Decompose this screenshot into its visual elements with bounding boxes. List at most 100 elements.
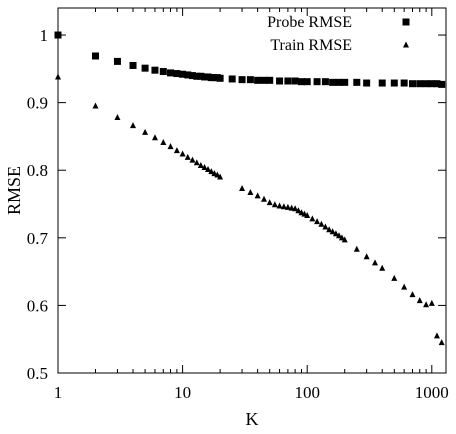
probe-rmse-point	[321, 78, 329, 86]
train-rmse-point	[318, 220, 325, 227]
train-rmse-point	[284, 203, 291, 210]
probe-rmse-point	[422, 80, 430, 88]
train-rmse-point	[438, 339, 445, 346]
train-rmse-point	[260, 195, 267, 202]
train-rmse-point	[114, 114, 121, 120]
train-rmse-point	[401, 283, 408, 290]
train-rmse-point	[363, 253, 370, 260]
x-tick-label: 10	[174, 383, 191, 402]
y-tick-label: 0.5	[27, 364, 48, 383]
train-rmse-point	[197, 161, 204, 168]
probe-rmse-point	[159, 68, 167, 76]
probe-rmse-point	[129, 61, 137, 69]
probe-rmse-point	[238, 76, 246, 84]
train-rmse-point	[92, 102, 99, 109]
probe-rmse-point	[113, 57, 121, 65]
y-tick-label: 0.8	[27, 161, 48, 180]
probe-rmse-point	[341, 78, 349, 86]
probe-rmse-point	[173, 70, 181, 78]
train-rmse-point	[247, 189, 254, 196]
probe-rmse-point	[291, 77, 299, 85]
train-rmse-point	[201, 164, 208, 171]
train-rmse-point	[160, 139, 167, 146]
probe-rmse-point	[284, 77, 292, 85]
train-rmse-point	[416, 297, 423, 304]
train-rmse-point	[151, 134, 158, 141]
y-tick-label: 0.9	[27, 94, 48, 113]
train-rmse-point	[167, 143, 174, 150]
train-rmse-point	[326, 226, 333, 233]
probe-rmse-point	[266, 76, 274, 84]
train-rmse-point	[205, 166, 212, 173]
probe-rmse-point	[400, 79, 408, 87]
probe-rmse-point	[228, 75, 236, 83]
train-rmse-point	[329, 228, 336, 235]
train-rmse-point	[292, 205, 299, 212]
train-rmse-point	[304, 212, 311, 219]
probe-rmse-point	[409, 80, 417, 88]
train-rmse-point	[208, 168, 215, 175]
train-rmse-point	[214, 171, 221, 178]
train-rmse-point	[428, 299, 435, 306]
train-rmse-point	[338, 234, 345, 241]
train-rmse-point	[295, 207, 302, 214]
train-rmse-point	[184, 153, 191, 160]
probe-rmse-point	[179, 70, 187, 78]
probe-rmse-point	[390, 79, 398, 87]
train-rmse-point	[266, 199, 273, 206]
x-axis-label: K	[246, 409, 259, 429]
probe-rmse-point	[416, 80, 424, 88]
tick-labels: 0.5 0.6 0.7 0.8 0.9 1 1 10 100 1000	[27, 26, 449, 402]
train-rmse-point	[332, 230, 339, 237]
probe-rmse-point	[188, 72, 196, 80]
probe-rmse-point	[167, 69, 175, 77]
train-rmse-point	[353, 245, 360, 252]
probe-rmse-point	[433, 80, 441, 88]
y-axis-label: RMSE	[4, 166, 24, 215]
train-rmse-point	[271, 201, 278, 208]
probe-rmse-point	[329, 78, 337, 86]
train-rmse-point	[179, 150, 186, 157]
train-rmse-point	[391, 274, 398, 281]
train-rmse-point	[189, 156, 196, 163]
train-rmse-point	[276, 202, 283, 209]
train-rmse-point	[142, 128, 149, 135]
probe-rmse-point	[184, 71, 192, 79]
train-rmse-point	[433, 332, 440, 339]
probe-rmse-point	[276, 77, 284, 85]
legend-marker-probe	[402, 18, 410, 26]
probe-rmse-point	[313, 78, 321, 86]
probe-rmse-point	[353, 78, 361, 86]
probe-rmse-point	[216, 74, 224, 82]
probe-rmse-point	[335, 78, 343, 86]
probe-rmse-point	[260, 76, 268, 84]
probe-rmse-point	[254, 76, 262, 84]
train-rmse-point	[239, 184, 246, 191]
probe-rmse-point	[438, 80, 446, 88]
train-rmse-point	[322, 223, 329, 230]
legend-marker	[403, 41, 409, 48]
train-rmse-point	[336, 232, 343, 239]
plot-marks	[54, 31, 446, 346]
train-rmse-point	[423, 301, 430, 308]
train-rmse-point	[254, 192, 261, 199]
probe-rmse-point	[197, 72, 205, 80]
probe-rmse-point	[298, 78, 306, 86]
train-rmse-point	[379, 264, 386, 271]
train-rmse-point	[314, 218, 321, 225]
legend-label-train: Train RMSE	[270, 37, 352, 54]
probe-rmse-point	[141, 64, 149, 72]
train-rmse-point	[280, 203, 287, 210]
probe-rmse-point	[92, 52, 100, 60]
train-rmse-point	[173, 147, 180, 154]
y-tick-label: 0.7	[27, 229, 49, 248]
probe-rmse-point	[363, 79, 371, 87]
legend-marker	[402, 18, 410, 26]
train-rmse-point	[130, 122, 137, 129]
legend: Probe RMSE Train RMSE	[267, 14, 410, 54]
x-tick-label: 1000	[415, 383, 449, 402]
y-tick-label: 0.6	[27, 296, 48, 315]
y-tick-label: 1	[40, 26, 49, 45]
train-rmse-point	[371, 259, 378, 266]
